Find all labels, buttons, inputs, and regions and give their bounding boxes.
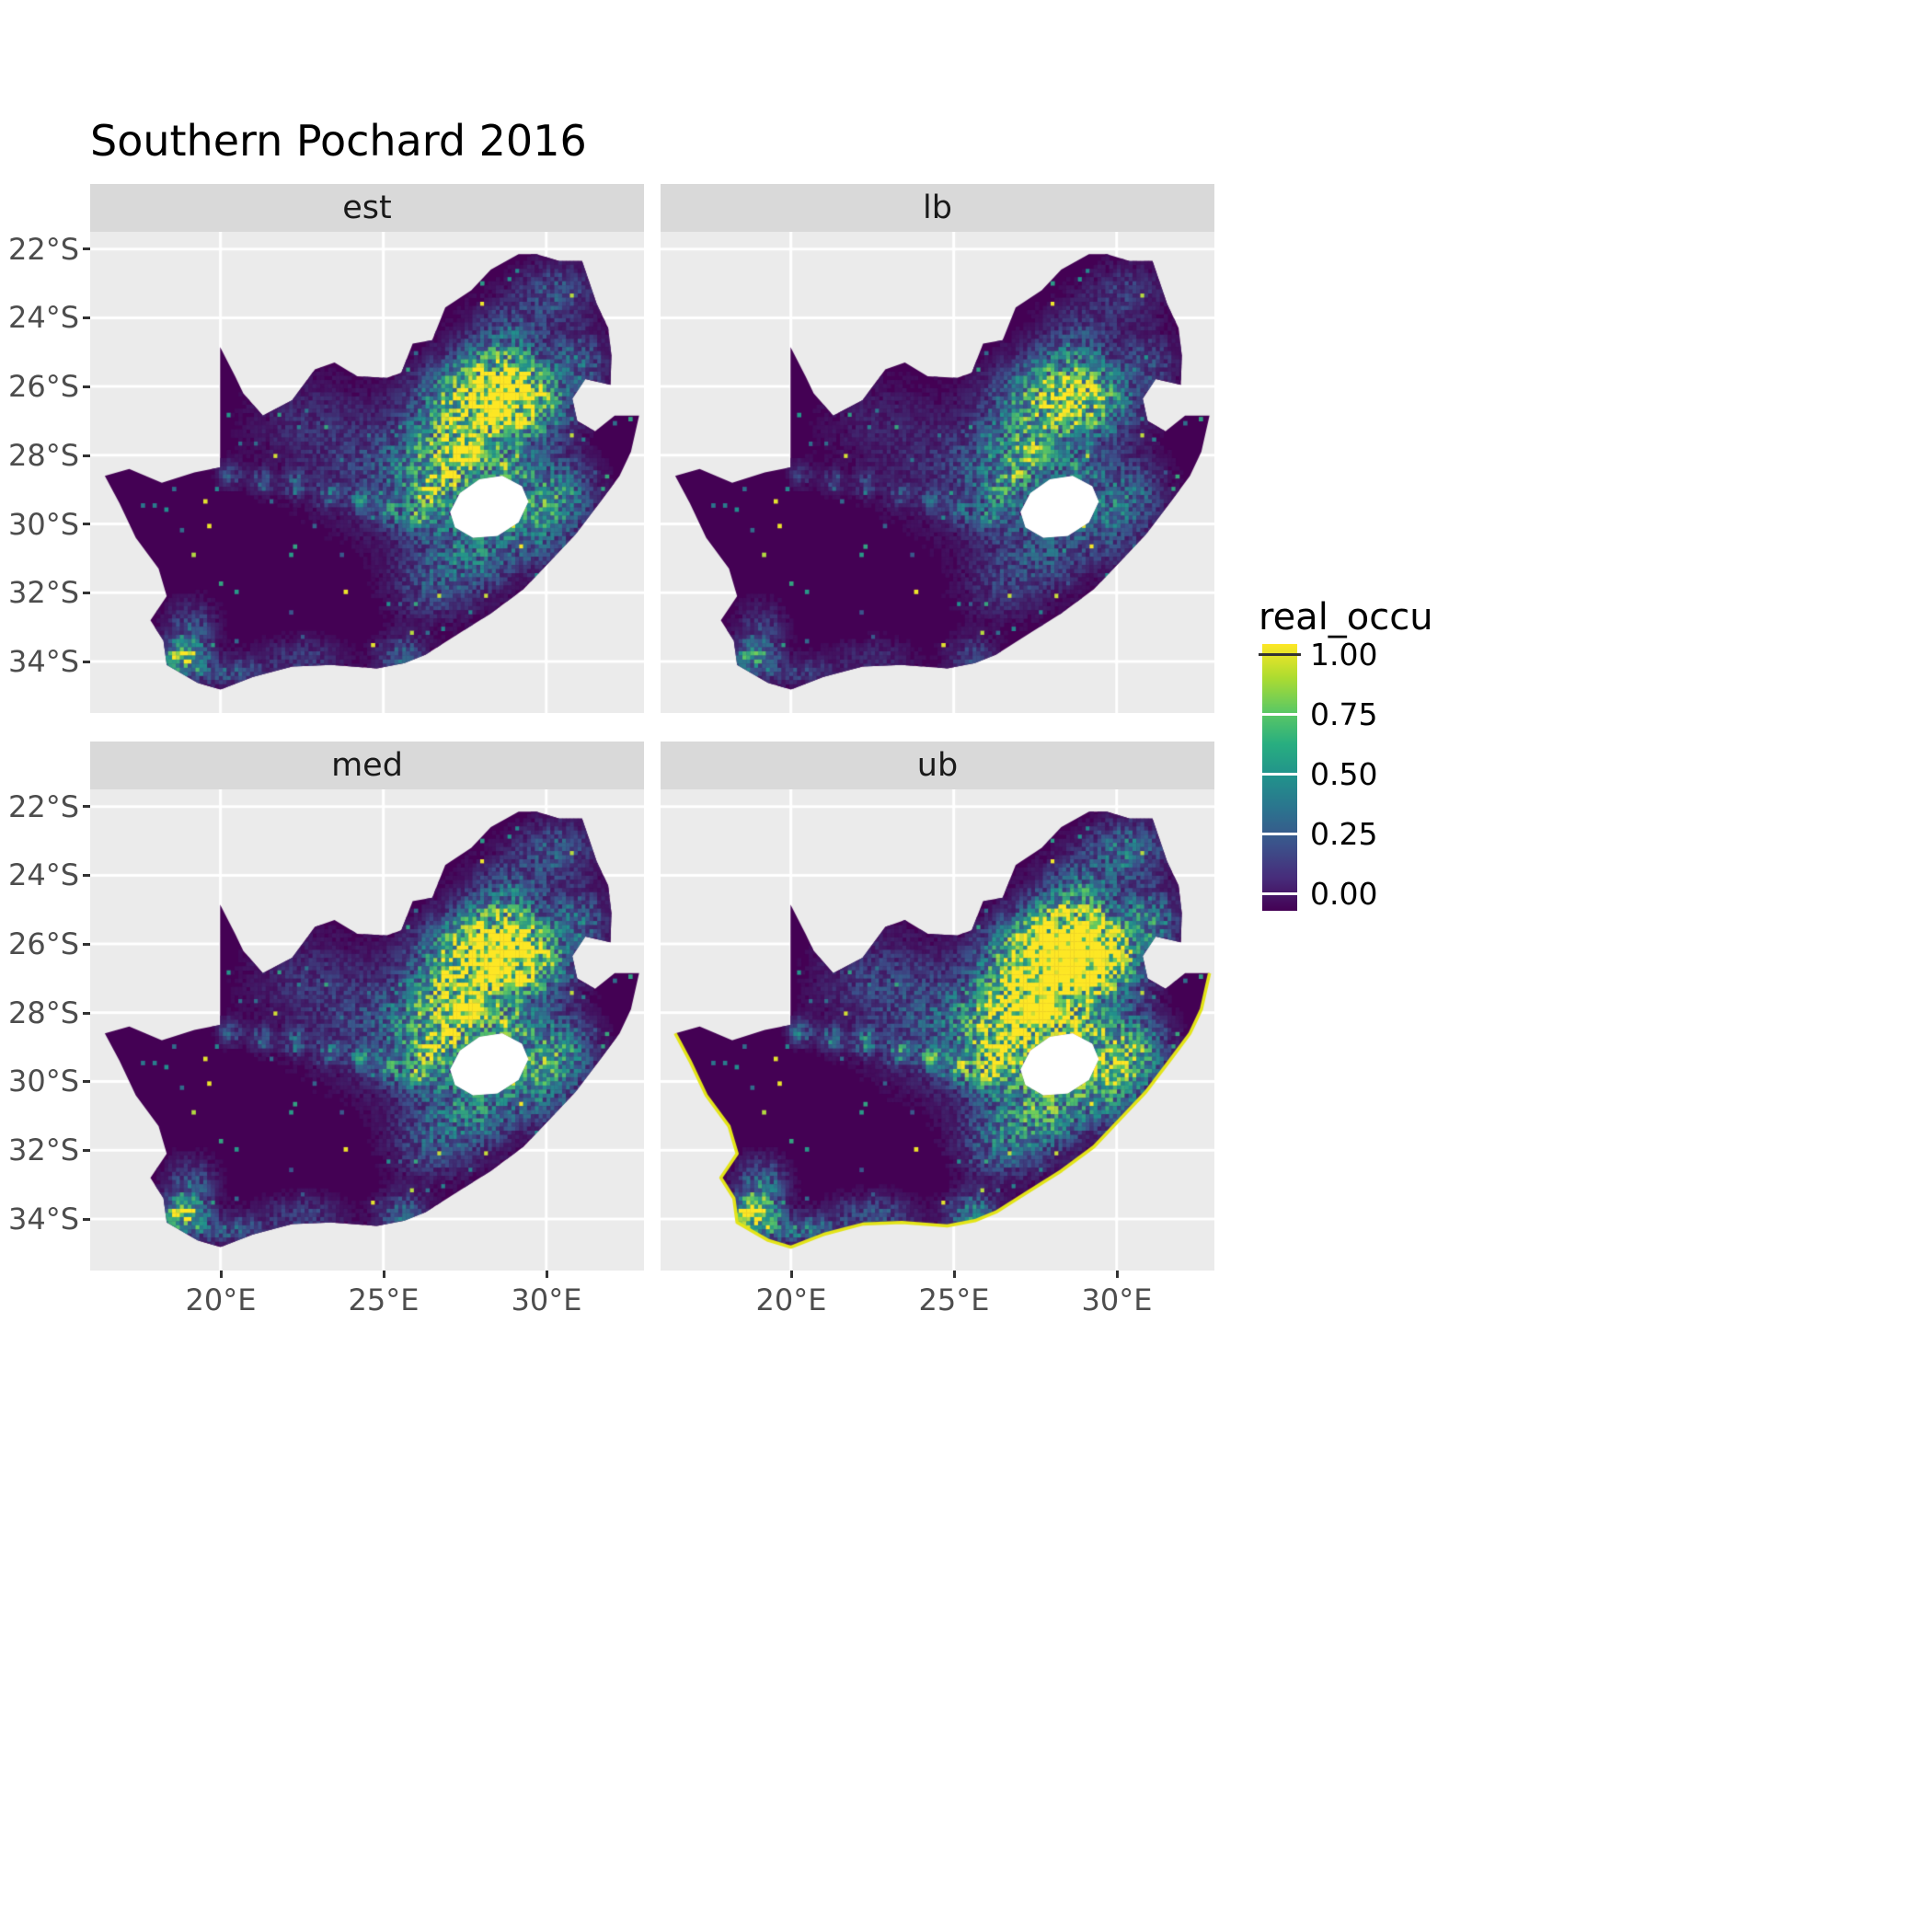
axis-tick	[953, 1271, 956, 1278]
y-axis-label: 34°S	[7, 644, 79, 679]
legend-tick	[1262, 773, 1297, 776]
facet-strip-med: med	[90, 742, 644, 789]
legend-tick	[1262, 892, 1297, 895]
axis-tick	[83, 1080, 90, 1083]
facet-label: ub	[916, 747, 959, 784]
legend-label: 0.75	[1310, 696, 1378, 732]
y-axis-label: 26°S	[7, 369, 79, 404]
axis-tick	[83, 1218, 90, 1221]
x-axis-label: 30°E	[1081, 1282, 1153, 1317]
y-axis-label: 28°S	[7, 995, 79, 1030]
legend-label: 0.50	[1310, 756, 1378, 792]
facet-map-canvas-ub	[661, 789, 1214, 1271]
y-axis-label: 22°S	[7, 789, 79, 824]
facet-map-canvas-est	[90, 232, 644, 713]
axis-tick	[83, 874, 90, 877]
facet-strip-ub: ub	[661, 742, 1214, 789]
legend-label: 1.00	[1310, 637, 1378, 673]
y-axis-label: 28°S	[7, 438, 79, 473]
y-axis-label: 32°S	[7, 575, 79, 610]
legend-tick	[1259, 653, 1301, 656]
axis-tick	[83, 592, 90, 594]
axis-tick	[83, 805, 90, 808]
legend-title: real_occu	[1259, 596, 1433, 638]
axis-tick	[546, 1271, 548, 1278]
axis-tick	[1116, 1271, 1119, 1278]
axis-tick	[83, 1012, 90, 1015]
facet-map-canvas-lb	[661, 232, 1214, 713]
axis-tick	[83, 523, 90, 525]
facet-strip-lb: lb	[661, 184, 1214, 232]
facet-label: med	[331, 747, 403, 784]
legend-label: 0.00	[1310, 876, 1378, 912]
x-axis-label: 20°E	[755, 1282, 827, 1317]
x-axis-label: 25°E	[348, 1282, 420, 1317]
axis-tick	[83, 1149, 90, 1152]
facet-label: lb	[923, 190, 952, 226]
legend-label: 0.25	[1310, 816, 1378, 852]
facet-label: est	[342, 190, 392, 226]
plot-title: Southern Pochard 2016	[90, 116, 587, 166]
y-axis-label: 26°S	[7, 926, 79, 961]
axis-tick	[83, 316, 90, 319]
axis-tick	[83, 943, 90, 946]
x-axis-label: 25°E	[918, 1282, 990, 1317]
axis-tick	[83, 661, 90, 663]
facet-map-canvas-med	[90, 789, 644, 1271]
y-axis-label: 24°S	[7, 857, 79, 892]
axis-tick	[383, 1271, 385, 1278]
axis-tick	[220, 1271, 223, 1278]
facet-strip-est: est	[90, 184, 644, 232]
x-axis-label: 30°E	[511, 1282, 582, 1317]
y-axis-label: 24°S	[7, 300, 79, 335]
y-axis-label: 30°S	[7, 1064, 79, 1098]
y-axis-label: 22°S	[7, 232, 79, 267]
axis-tick	[83, 454, 90, 457]
y-axis-label: 30°S	[7, 507, 79, 542]
x-axis-label: 20°E	[185, 1282, 257, 1317]
axis-tick	[83, 247, 90, 250]
legend-tick	[1262, 713, 1297, 716]
y-axis-label: 32°S	[7, 1133, 79, 1167]
axis-tick	[790, 1271, 793, 1278]
axis-tick	[83, 385, 90, 388]
y-axis-label: 34°S	[7, 1202, 79, 1236]
legend-colorbar	[1262, 644, 1297, 911]
legend-tick	[1262, 833, 1297, 835]
